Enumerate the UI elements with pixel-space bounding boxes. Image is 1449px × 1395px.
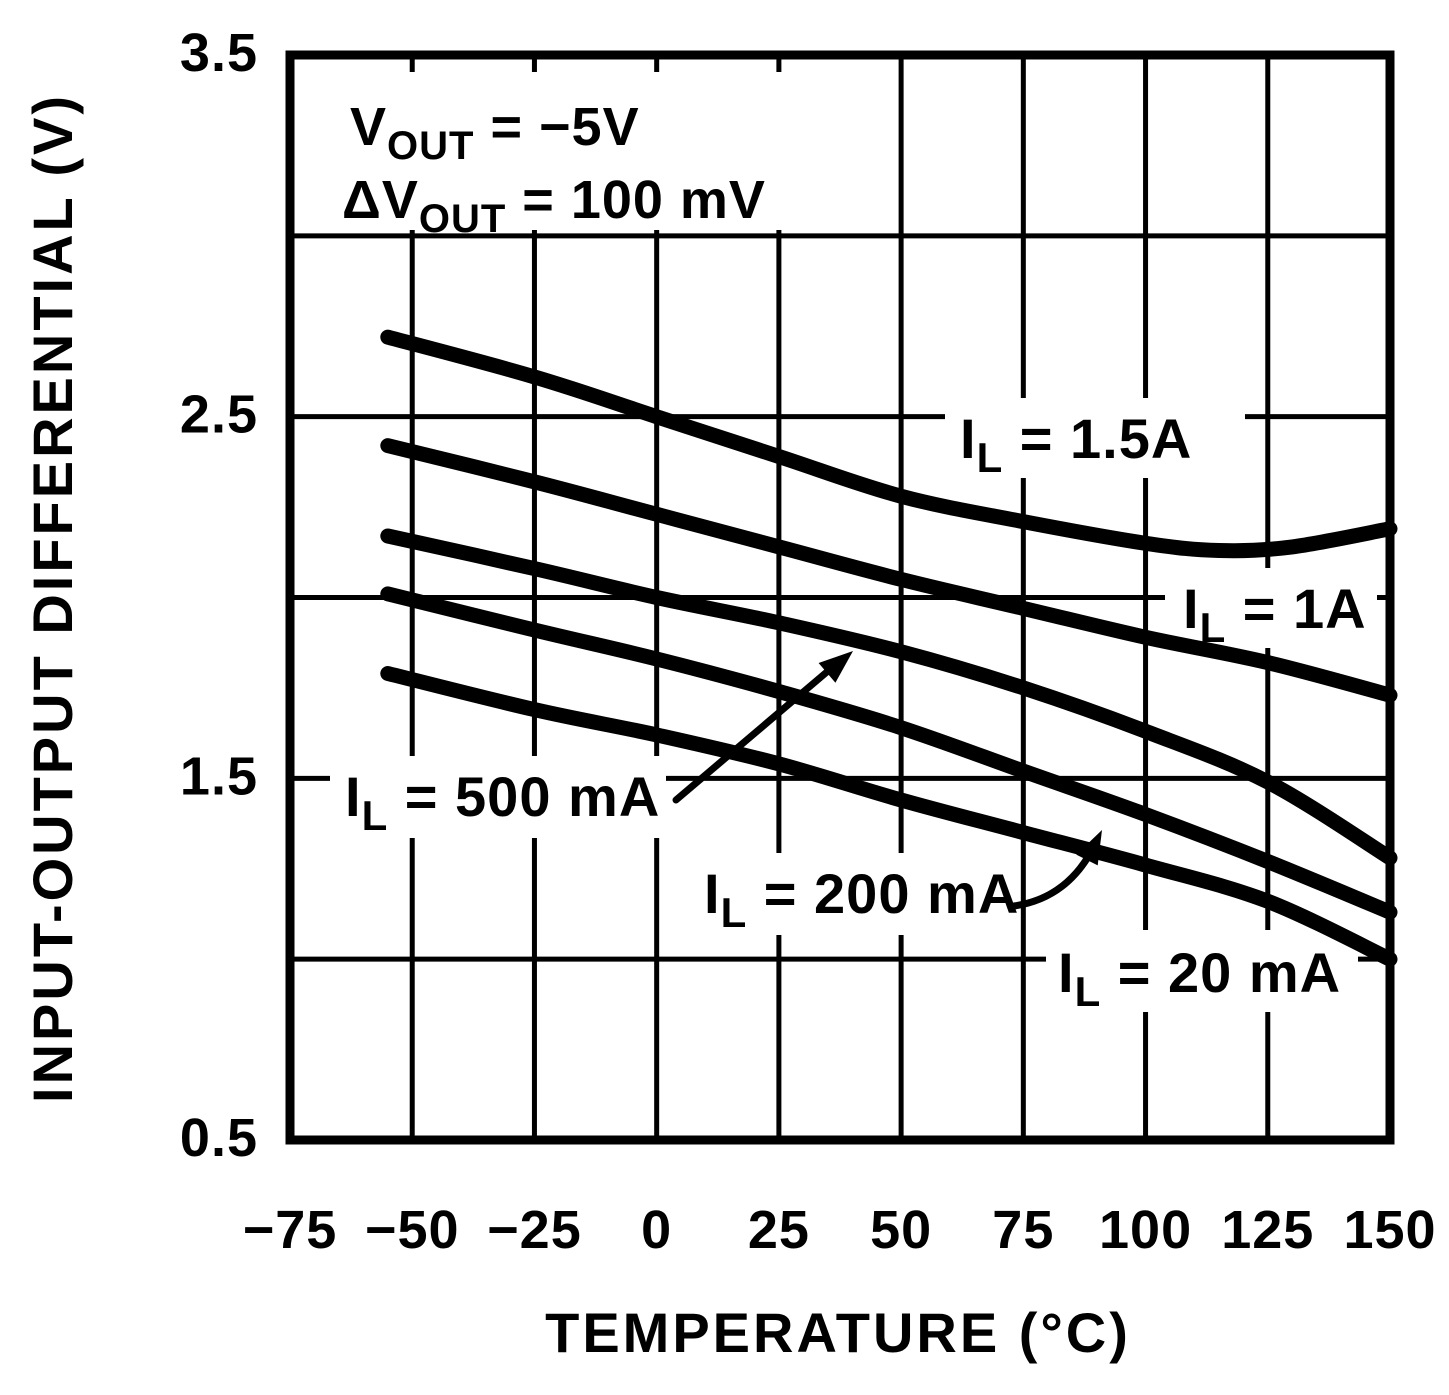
- arrow-to-500ma-curve: [672, 667, 832, 804]
- label-backgrounds: [302, 72, 1377, 1012]
- curve-label-200ma: IL = 200 mA: [704, 862, 1019, 936]
- x-tick-label--75: −75: [243, 1200, 338, 1260]
- y-tick-labels: 3.5 2.5 1.5 0.5: [180, 23, 258, 1168]
- label-500ma-background: [330, 756, 666, 838]
- curve-labels: IL = 1.5A IL = 1A IL = 500 mA IL = 200 m…: [345, 407, 1367, 1015]
- curve-label-500ma: IL = 500 mA: [345, 765, 660, 839]
- arrow-to-200ma-curve: [1010, 853, 1092, 910]
- arrowhead-500ma-icon: [818, 651, 853, 683]
- x-tick-label-150: 150: [1343, 1200, 1436, 1260]
- condition-delta-vout: ΔVOUT = 100 mV: [342, 170, 766, 241]
- curve-label-20ma: IL = 20 mA: [1058, 941, 1341, 1015]
- arrows: [672, 651, 1102, 910]
- y-tick-label-1.5: 1.5: [180, 746, 258, 806]
- curve-label-1a: IL = 1A: [1183, 577, 1367, 651]
- curve-il-500ma: [380, 528, 1398, 866]
- arrowhead-200ma-icon: [1076, 830, 1102, 866]
- label-200ma-background: [694, 853, 992, 935]
- curves: [380, 329, 1398, 967]
- y-tick-label-3.5: 3.5: [180, 23, 258, 83]
- x-tick-label--50: −50: [365, 1200, 460, 1260]
- curve-il-1p5a: [380, 329, 1398, 559]
- x-tick-label-50: 50: [870, 1200, 932, 1260]
- curve-il-1a: [380, 438, 1398, 703]
- x-tick-label-0: 0: [641, 1200, 672, 1260]
- y-tick-label-0.5: 0.5: [180, 1108, 258, 1168]
- conditions-box-background: [302, 72, 892, 230]
- curve-il-20ma: [380, 666, 1398, 967]
- x-axis-title: TEMPERATURE (°C): [545, 1301, 1131, 1364]
- x-tick-label--25: −25: [487, 1200, 582, 1260]
- conditions-annotation: VOUT = −5V ΔVOUT = 100 mV: [342, 97, 766, 241]
- x-tick-label-25: 25: [748, 1200, 810, 1260]
- y-axis-title: INPUT-OUTPUT DIFFERENTIAL (V): [21, 93, 84, 1103]
- x-tick-label-75: 75: [992, 1200, 1054, 1260]
- label-1a-background: [1165, 568, 1377, 648]
- label-20ma-background: [1046, 930, 1358, 1012]
- curve-il-200ma: [380, 586, 1398, 920]
- x-tick-labels: −75 −50 −25 0 25 50 75 100 125 150: [243, 1200, 1436, 1260]
- gridlines: [290, 55, 1390, 1140]
- curve-label-1p5a: IL = 1.5A: [960, 407, 1192, 481]
- y-tick-label-2.5: 2.5: [180, 385, 258, 445]
- x-tick-label-100: 100: [1099, 1200, 1192, 1260]
- x-tick-label-125: 125: [1221, 1200, 1314, 1260]
- label-1p5a-background: [945, 398, 1245, 478]
- condition-vout: VOUT = −5V: [350, 97, 640, 168]
- plot-frame: [285, 50, 1395, 1145]
